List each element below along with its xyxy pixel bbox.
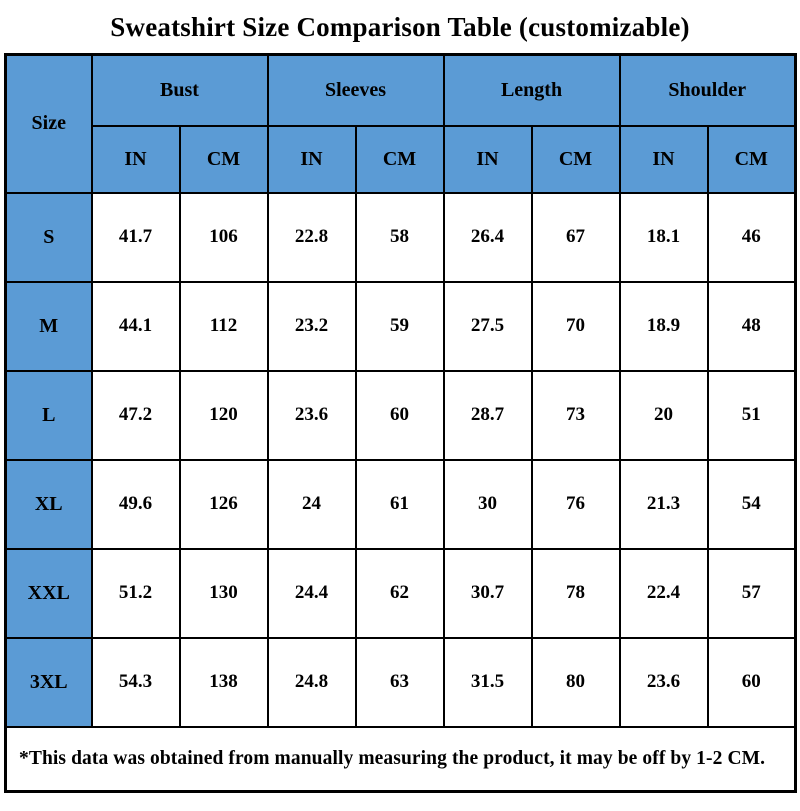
- size-comparison-table: Size Bust Sleeves Length Shoulder IN CM …: [4, 53, 797, 793]
- table-cell: 28.7: [442, 369, 533, 461]
- table-cell: 24: [266, 458, 357, 550]
- table-cell: 130: [178, 547, 269, 639]
- table-cell: 106: [178, 191, 269, 283]
- table-cell: 48: [706, 280, 797, 372]
- group-header-sleeves: Sleeves: [266, 53, 445, 127]
- size-label: S: [4, 191, 93, 283]
- table-cell: 59: [354, 280, 445, 372]
- table-cell: 58: [354, 191, 445, 283]
- table-row-3xl: 3XL 54.3 138 24.8 63 31.5 80 23.6 60: [4, 636, 797, 728]
- unit-header-cm: CM: [706, 124, 797, 194]
- table-cell: 24.4: [266, 547, 357, 639]
- table-cell: 54: [706, 458, 797, 550]
- table-cell: 30.7: [442, 547, 533, 639]
- table-cell: 78: [530, 547, 621, 639]
- size-label: XL: [4, 458, 93, 550]
- group-header-row: Size Bust Sleeves Length Shoulder: [4, 53, 797, 194]
- table-cell: 63: [354, 636, 445, 728]
- group-header-length: Length: [442, 53, 621, 127]
- table-cell: 20: [618, 369, 709, 461]
- unit-header-in: IN: [618, 124, 709, 194]
- table-cell: 18.1: [618, 191, 709, 283]
- table-cell: 60: [354, 369, 445, 461]
- table-cell: 54.3: [90, 636, 181, 728]
- table-cell: 21.3: [618, 458, 709, 550]
- table-cell: 73: [530, 369, 621, 461]
- size-label: XXL: [4, 547, 93, 639]
- table-cell: 22.8: [266, 191, 357, 283]
- table-cell: 18.9: [618, 280, 709, 372]
- table-cell: 23.2: [266, 280, 357, 372]
- unit-header-row: IN CM IN CM IN CM IN CM: [6, 124, 797, 194]
- table-cell: 67: [530, 191, 621, 283]
- table-cell: 61: [354, 458, 445, 550]
- unit-header-cm: CM: [530, 124, 621, 194]
- table-cell: 47.2: [90, 369, 181, 461]
- table-cell: 62: [354, 547, 445, 639]
- table-cell: 49.6: [90, 458, 181, 550]
- size-label: 3XL: [4, 636, 93, 728]
- unit-header-in: IN: [90, 124, 181, 194]
- table-cell: 24.8: [266, 636, 357, 728]
- table-cell: 31.5: [442, 636, 533, 728]
- group-header-bust: Bust: [90, 53, 269, 127]
- table-cell: 27.5: [442, 280, 533, 372]
- table-cell: 51.2: [90, 547, 181, 639]
- table-cell: 60: [706, 636, 797, 728]
- table-cell: 120: [178, 369, 269, 461]
- table-cell: 44.1: [90, 280, 181, 372]
- table-cell: 126: [178, 458, 269, 550]
- table-cell: 51: [706, 369, 797, 461]
- table-cell: 76: [530, 458, 621, 550]
- table-cell: 70: [530, 280, 621, 372]
- table-cell: 138: [178, 636, 269, 728]
- unit-header-in: IN: [442, 124, 533, 194]
- unit-header-cm: CM: [354, 124, 445, 194]
- footnote-text: *This data was obtained from manually me…: [4, 725, 797, 793]
- table-cell: 80: [530, 636, 621, 728]
- size-label: M: [4, 280, 93, 372]
- table-cell: 41.7: [90, 191, 181, 283]
- page-title: Sweatshirt Size Comparison Table (custom…: [110, 12, 690, 42]
- footnote-row: *This data was obtained from manually me…: [4, 725, 797, 793]
- group-header-shoulder: Shoulder: [618, 53, 797, 127]
- table-cell: 112: [178, 280, 269, 372]
- table-row-xxl: XXL 51.2 130 24.4 62 30.7 78 22.4 57: [4, 547, 797, 639]
- table-cell: 46: [706, 191, 797, 283]
- unit-header-in: IN: [266, 124, 357, 194]
- table-row-m: M 44.1 112 23.2 59 27.5 70 18.9 48: [4, 280, 797, 372]
- table-cell: 26.4: [442, 191, 533, 283]
- size-label: L: [4, 369, 93, 461]
- table-cell: 22.4: [618, 547, 709, 639]
- table-cell: 57: [706, 547, 797, 639]
- table-row-xl: XL 49.6 126 24 61 30 76 21.3 54: [4, 458, 797, 550]
- table-cell: 30: [442, 458, 533, 550]
- unit-header-cm: CM: [178, 124, 269, 194]
- table-cell: 23.6: [618, 636, 709, 728]
- table-cell: 23.6: [266, 369, 357, 461]
- size-column-header: Size: [4, 53, 93, 194]
- table-row-l: L 47.2 120 23.6 60 28.7 73 20 51: [4, 369, 797, 461]
- table-row-s: S 41.7 106 22.8 58 26.4 67 18.1 46: [4, 191, 797, 283]
